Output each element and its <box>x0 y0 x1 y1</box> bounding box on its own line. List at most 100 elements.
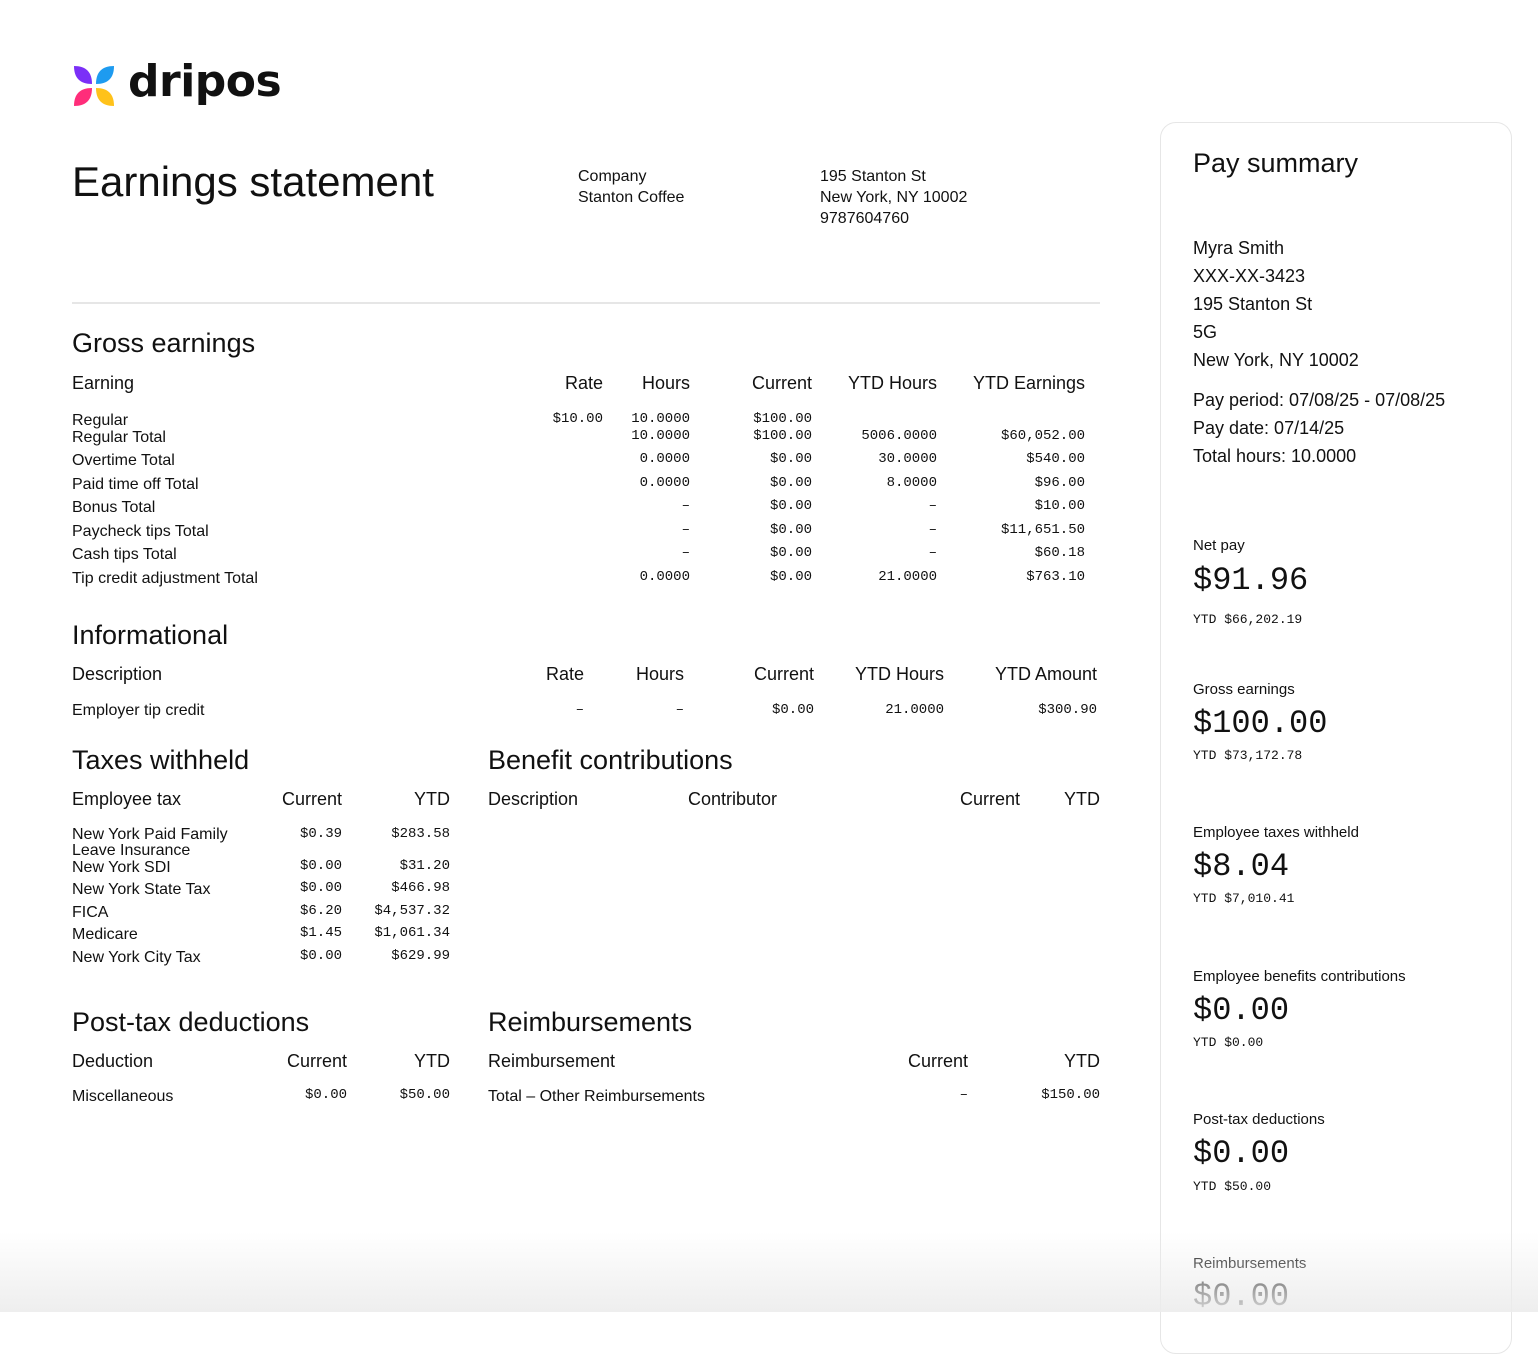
cell-ytd-earnings: $540.00 <box>1026 451 1085 467</box>
cell-ytd-earnings: $10.00 <box>1034 498 1085 514</box>
gross-earnings-heading: Gross earnings <box>72 328 256 358</box>
cell-current: $1.45 <box>299 925 342 941</box>
col-ytd: YTD <box>1064 789 1100 809</box>
cell-current: $0.00 <box>299 858 342 874</box>
summary-label: Reimbursements <box>1193 1255 1307 1272</box>
cell-rate: $10.00 <box>552 411 603 427</box>
cell-ytd: $466.98 <box>391 880 450 896</box>
summary-label: Employee taxes withheld <box>1193 824 1359 841</box>
col-ytd-earnings: YTD Earnings <box>972 373 1085 393</box>
row-label: Overtime Total <box>72 452 175 469</box>
cell-current: $0.00 <box>769 451 812 467</box>
col-deduction: Deduction <box>72 1051 154 1071</box>
summary-amount: $0.00 <box>1193 1278 1290 1315</box>
company-block: Company Stanton Coffee <box>578 166 684 208</box>
cell-current: $0.00 <box>769 475 812 491</box>
cell-ytd-earnings: $11,651.50 <box>1000 522 1085 538</box>
cell-hours: – <box>681 522 690 538</box>
cell-ytd: $31.20 <box>399 858 450 874</box>
pay-period-info: Pay period: 07/08/25 - 07/08/25 Pay date… <box>1193 386 1445 470</box>
summary-label: Gross earnings <box>1193 681 1295 698</box>
cell-ytd-hours: 8.0000 <box>886 475 937 491</box>
summary-amount: $100.00 <box>1193 705 1328 742</box>
cell-current: $0.00 <box>299 880 342 896</box>
cell-ytd-earnings: $60,052.00 <box>1000 428 1085 444</box>
brand-name: dripos <box>128 56 282 107</box>
informational-heading: Informational <box>72 620 229 650</box>
address-line2: New York, NY 10002 <box>820 189 968 206</box>
cell-ytd-amount: $300.90 <box>1038 702 1097 718</box>
cell-hours: 0.0000 <box>639 475 690 491</box>
cell-current: $0.00 <box>769 498 812 514</box>
cell-rate: – <box>575 702 584 718</box>
company-address: 195 Stanton St New York, NY 10002 978760… <box>820 166 967 229</box>
cell-ytd-hours: 30.0000 <box>878 451 937 467</box>
cell-ytd-hours: – <box>928 522 937 538</box>
cell-ytd-hours: – <box>928 498 937 514</box>
header-divider <box>72 302 1100 304</box>
cell-ytd-hours: 21.0000 <box>885 702 944 718</box>
col-hours: Hours <box>635 664 684 684</box>
cell-current: $0.39 <box>299 826 342 842</box>
address-line1: 195 Stanton St <box>820 168 926 185</box>
pay-period: Pay period: 07/08/25 - 07/08/25 <box>1193 390 1446 410</box>
employee-info: Myra Smith XXX-XX-3423 195 Stanton St 5G… <box>1193 234 1359 374</box>
benefits-heading: Benefit contributions <box>488 745 733 775</box>
employee-unit: 5G <box>1193 322 1218 342</box>
employee-ssn: XXX-XX-3423 <box>1193 266 1306 286</box>
row-label: New York State Tax <box>72 881 211 898</box>
col-ytd: YTD <box>414 1051 450 1071</box>
employee-name: Myra Smith <box>1193 238 1285 258</box>
col-description: Description <box>488 789 579 809</box>
cell-ytd-hours: – <box>928 545 937 561</box>
cell-current: $0.00 <box>299 948 342 964</box>
col-current: Current <box>753 664 814 684</box>
cell-current: $0.00 <box>304 1087 347 1103</box>
col-ytd: YTD <box>414 789 450 809</box>
row-label: Bonus Total <box>72 499 156 516</box>
cell-hours: 0.0000 <box>639 451 690 467</box>
col-hours: Hours <box>641 373 690 393</box>
summary-amount: $91.96 <box>1193 562 1309 599</box>
cell-ytd-earnings: $60.18 <box>1034 545 1085 561</box>
cell-current: $0.00 <box>769 545 812 561</box>
cell-hours: – <box>681 545 690 561</box>
row-label: Tip credit adjustment Total <box>72 570 258 587</box>
cell-ytd-hours: 21.0000 <box>878 569 937 585</box>
col-employee-tax: Employee tax <box>72 789 182 809</box>
page-title: Earnings statement <box>72 158 434 205</box>
summary-amount: $0.00 <box>1193 992 1290 1029</box>
summary-amount: $8.04 <box>1193 848 1290 885</box>
cell-hours: 10.0000 <box>631 428 690 444</box>
cell-hours: – <box>681 498 690 514</box>
summary-label: Employee benefits contributions <box>1193 968 1406 985</box>
col-ytd: YTD <box>1064 1051 1100 1071</box>
col-rate: Rate <box>545 664 584 684</box>
col-description: Description <box>72 664 163 684</box>
summary-ytd: YTD $50.00 <box>1193 1179 1272 1194</box>
reimbursements-heading: Reimbursements <box>488 1007 693 1037</box>
row-label: New York SDI <box>72 859 171 876</box>
col-ytd-hours: YTD Hours <box>847 373 937 393</box>
row-label: Miscellaneous <box>72 1088 174 1105</box>
employee-city: New York, NY 10002 <box>1193 350 1359 370</box>
cell-hours: – <box>675 702 684 718</box>
row-label: Paycheck tips Total <box>72 523 209 540</box>
summary-label: Net pay <box>1193 537 1245 554</box>
col-ytd-hours: YTD Hours <box>854 664 944 684</box>
dripos-logo-icon <box>74 66 114 106</box>
col-current: Current <box>751 373 812 393</box>
cell-current: $100.00 <box>753 428 812 444</box>
row-label: Regular Total <box>72 429 166 446</box>
summary-label: Post-tax deductions <box>1193 1111 1325 1128</box>
cell-ytd: $283.58 <box>391 826 450 842</box>
total-hours: Total hours: 10.0000 <box>1193 446 1357 466</box>
row-label: Paid time off Total <box>72 476 199 493</box>
row-label: New York City Tax <box>72 949 201 966</box>
pay-summary-panel <box>1160 122 1512 1354</box>
summary-ytd: YTD $66,202.19 <box>1193 612 1303 627</box>
company-phone: 9787604760 <box>820 210 909 227</box>
row-label: FICA <box>72 904 109 921</box>
row-label: Employer tip credit <box>72 702 205 719</box>
cell-ytd: $1,061.34 <box>374 925 450 941</box>
